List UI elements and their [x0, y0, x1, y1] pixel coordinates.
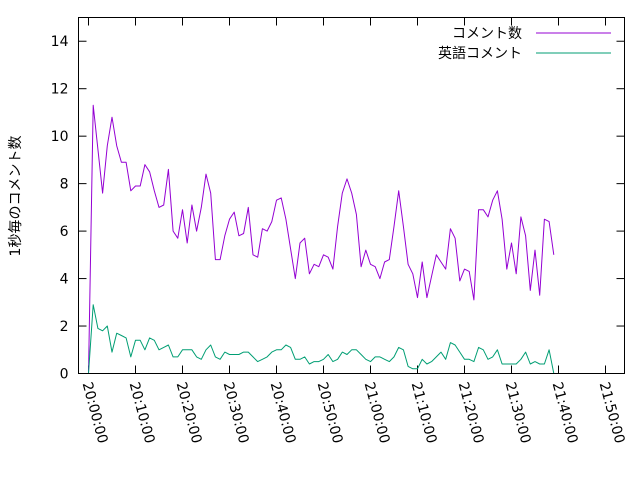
x-axis-ticks: 20:00:00 20:10:00 20:20:00 20:30:00 20:40:00… [79, 17, 628, 445]
x-tick-label: 21:50:00 [596, 380, 628, 445]
series-line-0 [88, 104, 555, 374]
plot-frame [78, 17, 625, 374]
y-axis-label: 1秒毎のコメント数 [8, 136, 24, 257]
y-tick-label: 12 [51, 82, 69, 98]
x-tick-label: 21:20:00 [455, 380, 487, 445]
y-tick-label: 14 [51, 34, 69, 50]
y-tick-label: 0 [60, 367, 69, 383]
x-tick-label: 21:00:00 [361, 380, 393, 445]
x-tick-label: 20:00:00 [79, 380, 111, 445]
x-tick-label: 20:50:00 [314, 380, 346, 445]
y-axis-ticks: 0 2 4 6 8 10 12 14 [51, 34, 625, 383]
series-line-1 [88, 304, 555, 374]
y-tick-label: 4 [60, 272, 69, 288]
x-tick-label: 20:30:00 [220, 380, 252, 445]
legend-label-0: コメント数 [452, 26, 522, 42]
x-tick-label: 21:30:00 [502, 380, 534, 445]
y-tick-label: 6 [60, 224, 69, 240]
y-tick-label: 2 [60, 319, 69, 335]
y-tick-label: 8 [60, 177, 69, 193]
legend-label-1: 英語コメント [438, 45, 522, 62]
x-tick-label: 20:10:00 [126, 380, 158, 445]
x-tick-label: 20:40:00 [267, 380, 299, 445]
series-layer [88, 104, 555, 374]
y-tick-label: 10 [51, 129, 69, 145]
x-tick-label: 20:20:00 [173, 380, 205, 445]
x-tick-label: 21:40:00 [549, 380, 581, 445]
x-tick-label: 21:10:00 [408, 380, 440, 445]
